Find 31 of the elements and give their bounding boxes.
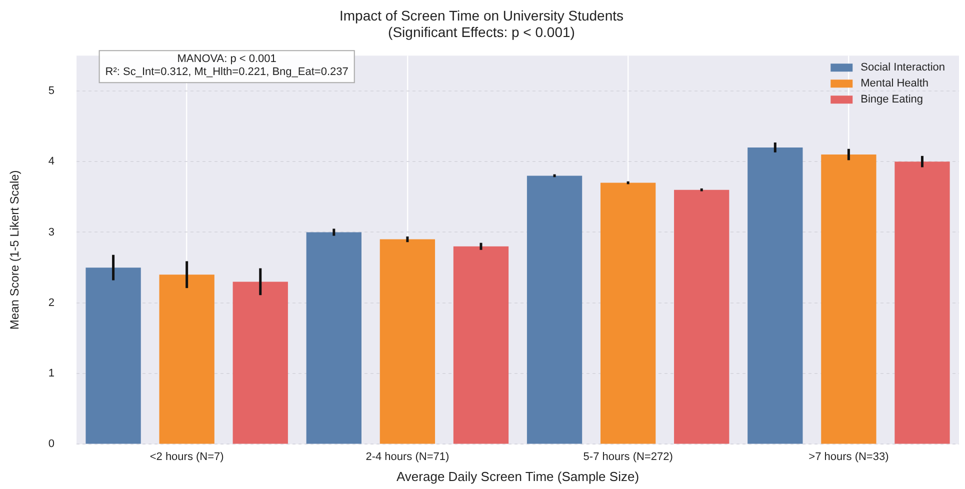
bar bbox=[894, 162, 950, 444]
x-tick-label: 2-4 hours (N=71) bbox=[366, 450, 450, 463]
bar bbox=[674, 190, 730, 444]
x-tick-label: 5-7 hours (N=272) bbox=[583, 450, 673, 463]
bar bbox=[306, 232, 362, 444]
legend-label: Mental Health bbox=[860, 78, 928, 90]
bar bbox=[380, 239, 436, 444]
bar bbox=[453, 246, 509, 444]
y-tick-label: 0 bbox=[48, 438, 55, 450]
bar bbox=[526, 176, 582, 444]
bar bbox=[86, 268, 141, 444]
bar bbox=[232, 282, 288, 444]
y-tick-label: 4 bbox=[48, 156, 55, 168]
chart-subtitle: (Significant Effects: p < 0.001) bbox=[388, 24, 575, 40]
x-tick-label: >7 hours (N=33) bbox=[808, 450, 889, 463]
y-tick-label: 1 bbox=[48, 368, 55, 380]
bar bbox=[159, 274, 214, 444]
x-tick-label: <2 hours (N=7) bbox=[150, 450, 224, 463]
annotation: R²: Sc_Int=0.312, Mt_Hlth=0.221, Bng_Eat=0.237 bbox=[105, 66, 348, 78]
y-tick-label: 5 bbox=[48, 84, 55, 97]
legend-label: Social Interaction bbox=[860, 62, 946, 74]
chart-title: Impact of Screen Time on University Students bbox=[339, 7, 624, 24]
bar bbox=[821, 154, 876, 444]
y-tick-label: 3 bbox=[48, 226, 55, 238]
y-axis-title: Mean Score (1-5 Likert Scale) bbox=[8, 170, 22, 330]
bar bbox=[748, 147, 803, 444]
bar bbox=[600, 182, 656, 444]
annotation: MANOVA: p < 0.001 bbox=[177, 53, 276, 66]
y-tick-label: 2 bbox=[48, 296, 55, 309]
x-axis-title: Average Daily Screen Time (Sample Size) bbox=[396, 468, 640, 484]
legend-label: Binge Eating bbox=[860, 94, 924, 106]
